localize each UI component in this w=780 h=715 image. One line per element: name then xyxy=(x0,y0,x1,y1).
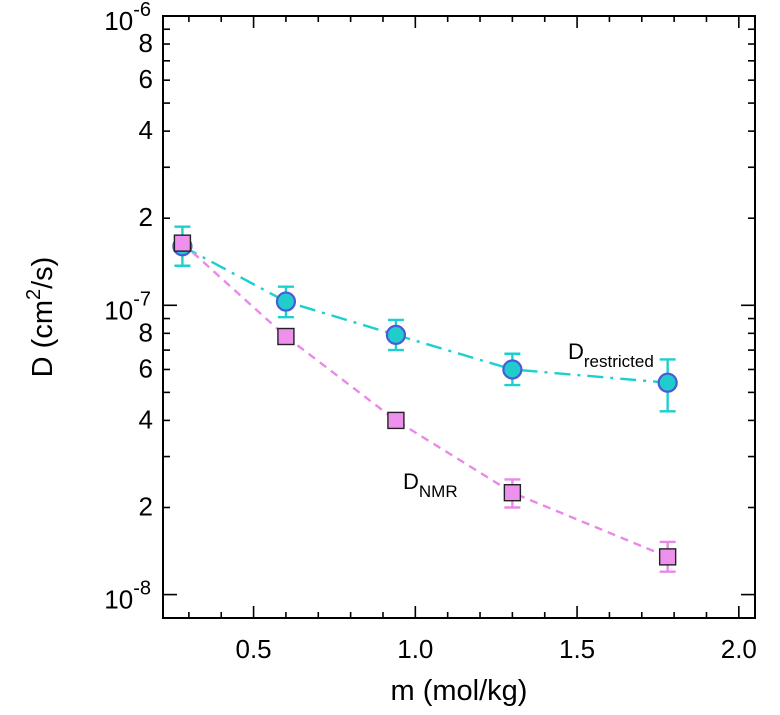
y-major-tick-label: 10-7 xyxy=(104,288,151,325)
ticks xyxy=(163,15,755,618)
x-tick-label: 1.0 xyxy=(397,634,433,664)
y-minor-tick-label: 2 xyxy=(139,202,153,232)
y-minor-tick-label: 6 xyxy=(139,64,153,94)
y-minor-tick-label: 4 xyxy=(139,115,153,145)
data-point-square xyxy=(658,548,677,566)
series-nmr xyxy=(173,234,677,573)
y-minor-tick-label: 8 xyxy=(139,28,153,58)
data-point-circle xyxy=(502,359,523,380)
y-minor-tick-label: 8 xyxy=(139,317,153,347)
data-point-square xyxy=(173,234,192,252)
series-restricted xyxy=(172,225,678,413)
x-tick-label: 0.5 xyxy=(236,634,272,664)
axes xyxy=(162,15,756,619)
x-tick-label: 1.5 xyxy=(559,634,595,664)
series-group xyxy=(172,225,678,573)
y-minor-tick-label: 2 xyxy=(139,492,153,522)
data-point-circle xyxy=(385,324,407,346)
y-minor-tick-label: 4 xyxy=(139,404,153,434)
y-major-tick-label: 10-6 xyxy=(104,0,151,36)
labels: 0.5 1.0 1.5 2.0 10-8 10-7 10-6 2 4 6 8 2 4 6 8 m (mol/k… xyxy=(23,0,757,707)
data-point-square xyxy=(387,411,405,430)
x-axis-title: m (mol/kg) xyxy=(391,675,528,707)
series-label-nmr: DNMR xyxy=(403,469,458,501)
series-label-restricted: Drestricted xyxy=(568,339,654,371)
y-major-tick-label: 10-8 xyxy=(104,578,151,615)
data-point-circle xyxy=(275,291,297,312)
y-minor-tick-label: 6 xyxy=(139,353,153,383)
plot-frame xyxy=(162,15,756,619)
series-line xyxy=(181,242,669,558)
x-tick-label: 2.0 xyxy=(721,634,757,664)
data-point-square xyxy=(277,327,295,346)
data-point-circle xyxy=(657,372,678,393)
y-axis-title: D (cm2/s) xyxy=(23,257,59,378)
data-point-square xyxy=(503,484,522,502)
